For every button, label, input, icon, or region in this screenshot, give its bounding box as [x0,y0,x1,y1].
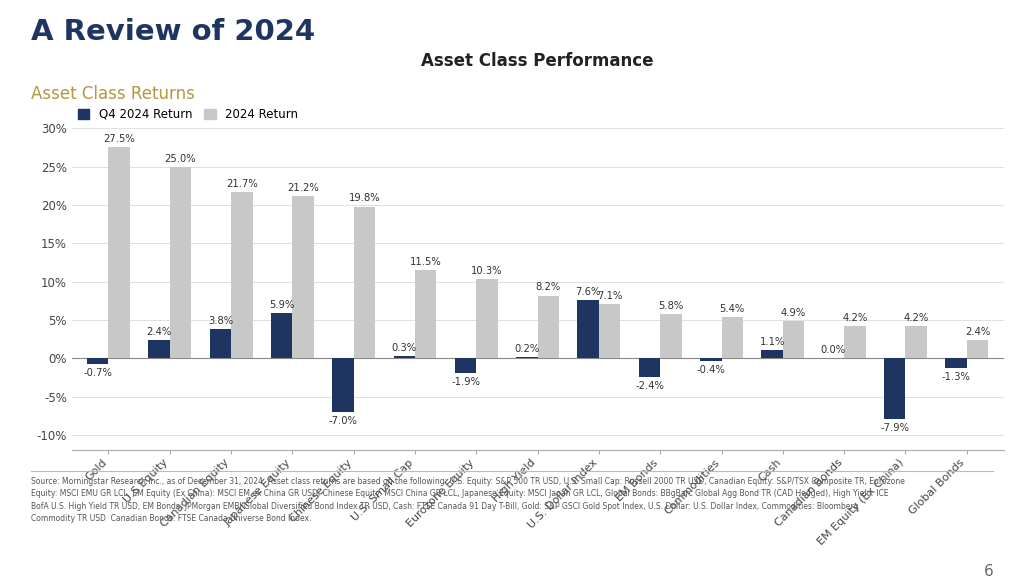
Text: 7.1%: 7.1% [597,291,623,301]
Bar [87,359,109,364]
Bar [945,359,967,369]
Bar [109,147,130,359]
Bar [538,295,559,359]
Text: 4.2%: 4.2% [842,313,867,323]
Bar [660,314,682,359]
Text: -0.7%: -0.7% [83,367,113,377]
Bar [415,270,436,359]
Bar [170,167,191,359]
Bar [293,196,313,359]
Bar [884,359,905,419]
Text: 6: 6 [983,564,993,579]
Text: 0.0%: 0.0% [821,345,846,355]
Text: -2.4%: -2.4% [635,381,664,391]
Text: -1.9%: -1.9% [451,377,480,387]
Bar [148,340,170,359]
Text: 10.3%: 10.3% [471,266,503,276]
Bar [231,192,253,359]
Bar [210,329,231,359]
Bar [700,359,722,362]
Text: 2.4%: 2.4% [965,327,990,337]
Bar [393,356,415,359]
Bar [905,326,927,359]
Text: 7.6%: 7.6% [575,287,601,297]
Text: Source: Morningstar Research Inc., as of December 31, 2024. Asset class returns : Source: Morningstar Research Inc., as of… [31,477,904,523]
Text: 3.8%: 3.8% [208,316,232,326]
Bar [967,340,988,359]
Text: 27.5%: 27.5% [103,135,135,144]
Title: Asset Class Performance: Asset Class Performance [421,53,654,70]
Bar [578,300,599,359]
Text: 5.8%: 5.8% [658,301,684,311]
Bar [844,326,865,359]
Text: 2.4%: 2.4% [146,327,172,337]
Text: 11.5%: 11.5% [410,257,441,267]
Bar [762,350,782,359]
Text: 8.2%: 8.2% [536,283,561,292]
Legend: Q4 2024 Return, 2024 Return: Q4 2024 Return, 2024 Return [78,108,298,121]
Bar [782,321,804,359]
Bar [476,280,498,359]
Text: 5.9%: 5.9% [269,300,294,310]
Bar [455,359,476,373]
Bar [722,317,743,359]
Text: 0.3%: 0.3% [392,343,417,353]
Text: 4.9%: 4.9% [781,308,806,318]
Text: 5.4%: 5.4% [720,304,744,314]
Text: A Review of 2024: A Review of 2024 [31,18,314,46]
Text: -7.0%: -7.0% [329,416,357,426]
Text: -7.9%: -7.9% [881,423,909,433]
Text: 0.2%: 0.2% [514,344,540,354]
Bar [332,359,353,412]
Bar [639,359,660,377]
Text: 4.2%: 4.2% [903,313,929,323]
Text: 21.2%: 21.2% [288,183,319,192]
Text: 21.7%: 21.7% [226,179,258,189]
Text: 19.8%: 19.8% [348,194,380,204]
Text: 1.1%: 1.1% [760,337,784,347]
Bar [599,304,621,359]
Text: -1.3%: -1.3% [942,372,971,382]
Bar [353,207,375,359]
Bar [516,357,538,359]
Text: Asset Class Returns: Asset Class Returns [31,85,195,103]
Bar [271,313,293,359]
Text: 25.0%: 25.0% [165,154,197,164]
Text: -0.4%: -0.4% [696,365,725,376]
